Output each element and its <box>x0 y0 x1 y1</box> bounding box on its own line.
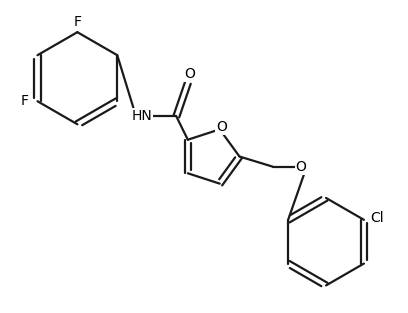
Text: Cl: Cl <box>370 211 384 224</box>
Text: O: O <box>185 67 195 81</box>
Text: F: F <box>20 94 29 108</box>
Text: O: O <box>296 160 306 174</box>
Text: F: F <box>73 15 81 29</box>
Text: O: O <box>217 120 228 134</box>
Text: HN: HN <box>131 110 152 123</box>
